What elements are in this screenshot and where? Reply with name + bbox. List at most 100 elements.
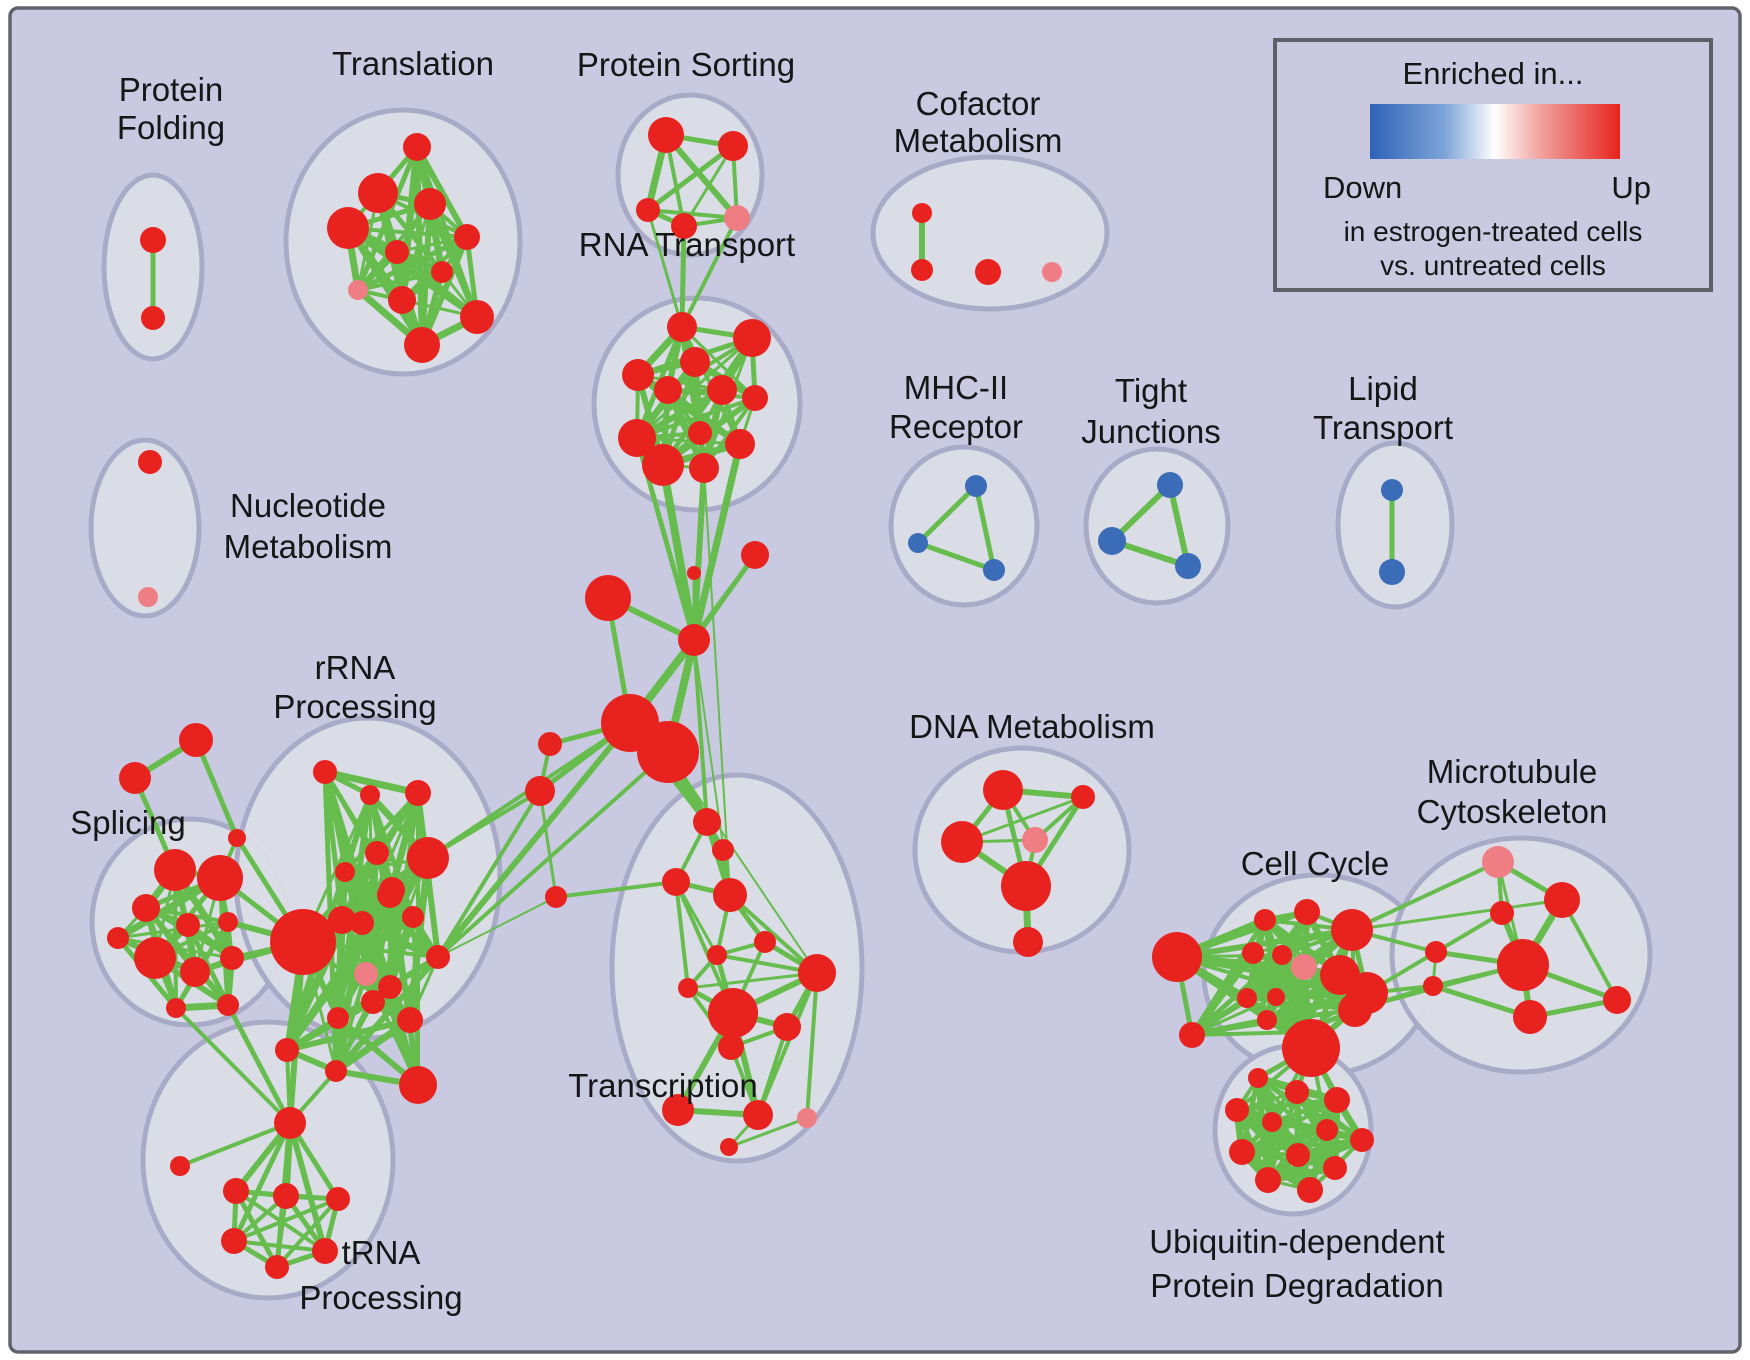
splicing-node	[217, 994, 239, 1016]
dna-metabolism-node	[1013, 927, 1043, 957]
cofactor-metabolism-node	[912, 203, 932, 223]
connector-edge	[174, 1006, 292, 1125]
rrna-processing-label: rRNA	[315, 649, 396, 686]
tight-junctions-edge	[1167, 482, 1191, 569]
cell-cycle-node	[1267, 988, 1285, 1006]
rna-transport-edge	[680, 325, 757, 400]
protein-folding-label: Protein	[119, 71, 224, 108]
protein-sorting-edge	[645, 143, 736, 213]
connector-edge	[554, 880, 678, 899]
protein-sorting-node	[648, 117, 684, 153]
tight-junctions-node	[1157, 472, 1183, 498]
mhc-ii-receptor-node	[983, 559, 1005, 581]
rrna-processing-node	[378, 975, 402, 999]
legend-down-label: Down	[1323, 170, 1403, 205]
rrna-processing-node	[405, 780, 431, 806]
rrna-processing-node	[327, 1007, 349, 1029]
rna-transport-node	[654, 376, 682, 404]
splicing-node	[166, 998, 186, 1018]
rrna-processing-node	[360, 785, 380, 805]
ubiquitin-dependent-protein-degradation-edge	[1294, 1089, 1365, 1143]
connector-edge	[1350, 860, 1500, 932]
rrna-processing-node	[397, 1007, 423, 1033]
rrna-processing-edge	[411, 915, 420, 1087]
connector-edge	[646, 208, 684, 329]
ubiquitin-dependent-protein-degradation-node	[1297, 1177, 1323, 1203]
nucleotide-metabolism-node	[138, 587, 158, 607]
ubiquitin-dependent-protein-degradation-node	[1225, 1098, 1249, 1122]
ubiquitin-dependent-protein-degradation-node	[1285, 1080, 1309, 1104]
rrna-processing-edge	[332, 1016, 414, 1075]
transcription-node	[798, 954, 836, 992]
microtubule-cytoskeleton-node	[1423, 976, 1443, 996]
cofactor-metabolism-node	[911, 259, 933, 281]
splicing-edge	[143, 905, 231, 1008]
protein-sorting-node	[636, 198, 660, 222]
ubiquitin-dependent-protein-degradation-node	[1229, 1139, 1255, 1165]
connector-edge	[538, 789, 558, 899]
rna-transport-node	[642, 444, 684, 486]
mhc-ii-receptor-node	[965, 475, 987, 497]
connector-node	[538, 732, 562, 756]
protein-folding-label: Folding	[117, 109, 225, 146]
rrna-processing-node	[328, 906, 356, 934]
rna-transport-node	[680, 347, 710, 377]
translation-node	[385, 240, 409, 264]
microtubule-cytoskeleton-node	[1544, 882, 1580, 918]
rna-transport-node	[707, 375, 737, 405]
trna-processing-edge	[275, 1197, 340, 1269]
connector-node	[525, 776, 555, 806]
ubiquitin-dependent-protein-degradation-node	[1324, 1087, 1350, 1113]
transcription-node	[720, 1138, 738, 1156]
ubiquitin-dependent-protein-degradation-node	[1350, 1128, 1374, 1152]
cell-cycle-node	[1254, 909, 1276, 931]
legend-subtitle-line1: in estrogen-treated cells	[1343, 216, 1643, 247]
mhc-ii-receptor-label: MHC-II	[904, 369, 1008, 406]
mhc-ii-receptor-ellipse	[888, 444, 1040, 608]
connector-edge	[680, 216, 739, 329]
cofactor-metabolism-label: Cofactor	[916, 85, 1041, 122]
ubiquitin-dependent-protein-degradation-node	[1316, 1119, 1338, 1141]
trna-processing-edge	[232, 1239, 327, 1253]
transcription-node	[718, 1034, 744, 1060]
translation-node	[431, 261, 453, 283]
translation-node	[348, 280, 368, 300]
connector-node	[545, 886, 567, 908]
translation-label: Translation	[332, 45, 494, 82]
rrna-processing-node	[361, 990, 385, 1014]
connector-edge	[667, 751, 818, 974]
rna-transport-node	[725, 429, 755, 459]
rna-transport-edge	[635, 396, 757, 440]
splicing-node	[154, 849, 196, 891]
legend-box: Enriched in... Down Up in estrogen-treat…	[1273, 38, 1713, 292]
legend-gradient-bar	[1370, 104, 1620, 159]
ubiquitin-dependent-protein-degradation-node	[1262, 1112, 1282, 1132]
trna-processing-label: tRNA	[342, 1234, 421, 1271]
connector-edge	[225, 1002, 293, 1126]
ubiquitin-dependent-protein-degradation-label: Ubiquitin-dependent	[1149, 1223, 1444, 1260]
mhc-ii-receptor-edge	[973, 483, 997, 573]
rrna-processing-node	[426, 945, 450, 969]
translation-edge	[426, 200, 481, 321]
connector-node	[741, 541, 769, 569]
connector-edge	[426, 789, 542, 860]
legend-subtitle-line2: vs. untreated cells	[1380, 250, 1606, 281]
rrna-processing-node	[354, 962, 378, 986]
dna-metabolism-node	[1001, 861, 1051, 911]
rrna-processing-edge	[406, 854, 432, 1024]
cell-cycle-edge	[1188, 949, 1257, 1039]
connector-edge	[1350, 898, 1564, 932]
protein-sorting-label: Protein Sorting	[577, 46, 795, 83]
cell-cycle-edge	[1263, 951, 1286, 1024]
rrna-processing-edge	[321, 768, 422, 797]
transcription-node	[662, 1094, 694, 1126]
lipid-transport-node	[1381, 479, 1403, 501]
cofactor-metabolism-label: Metabolism	[894, 122, 1063, 159]
translation-edge	[400, 202, 432, 302]
transcription-node	[708, 988, 758, 1038]
nucleotide-metabolism-label: Nucleotide	[230, 487, 386, 524]
transcription-node	[713, 878, 747, 912]
ubiquitin-dependent-protein-degradation-node	[1248, 1068, 1268, 1088]
translation-node	[454, 224, 480, 250]
transcription-node	[693, 808, 721, 836]
